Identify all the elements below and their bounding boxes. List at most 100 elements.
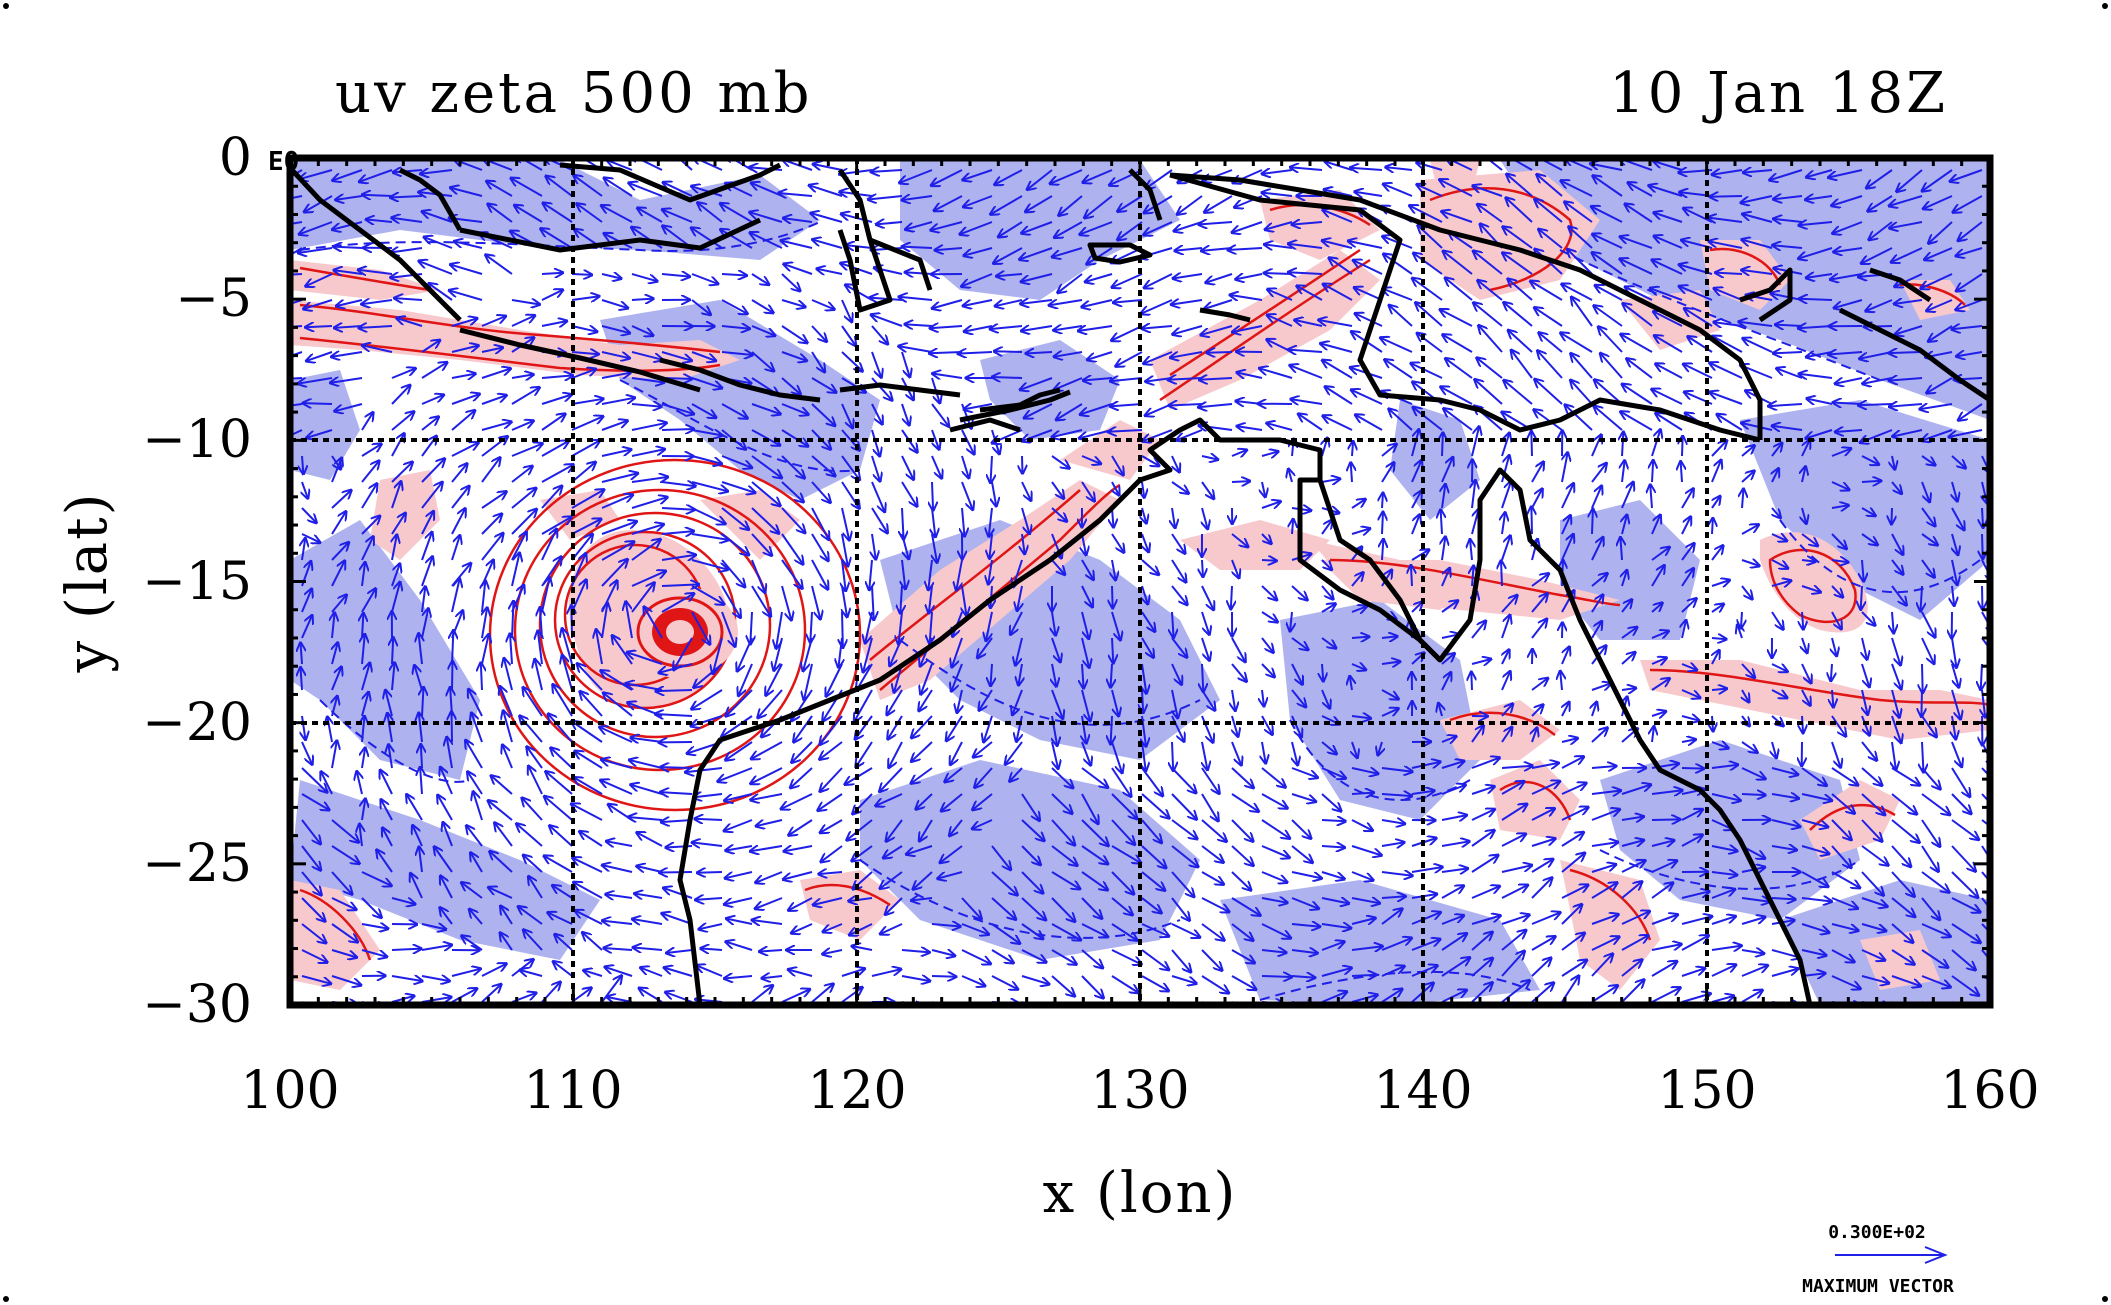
wind-vector xyxy=(721,326,750,329)
wind-vector xyxy=(902,507,904,540)
wind-vector xyxy=(1891,481,1902,494)
wind-vector xyxy=(1594,380,1623,405)
wind-vector xyxy=(751,403,781,414)
x-tick-label: 160 xyxy=(1940,1061,2039,1121)
wind-vector xyxy=(1741,240,1773,249)
wind-vector xyxy=(631,299,654,300)
wind-vector xyxy=(1416,162,1443,171)
wind-vector xyxy=(1020,300,1053,304)
wind-vector xyxy=(1531,158,1563,171)
wind-vector xyxy=(876,222,903,224)
wind-vector xyxy=(421,340,440,353)
wind-vector xyxy=(994,351,1023,352)
corner-dot xyxy=(2102,1296,2108,1302)
wind-vector xyxy=(841,299,852,322)
wind-vector xyxy=(422,211,453,223)
wind-vector xyxy=(1679,286,1713,301)
wind-vector xyxy=(1503,302,1533,327)
wind-vector xyxy=(571,326,597,332)
wind-vector xyxy=(1351,975,1377,976)
wind-vector xyxy=(934,195,963,211)
wind-vector xyxy=(1051,507,1067,522)
wind-vector xyxy=(1440,309,1473,327)
wind-vector xyxy=(691,186,723,197)
wind-vector xyxy=(1417,333,1443,353)
wind-vector xyxy=(1441,457,1453,483)
wind-vector xyxy=(601,398,635,405)
wind-vector xyxy=(1267,289,1293,301)
wind-vector xyxy=(812,239,843,249)
wind-vector xyxy=(1537,351,1563,379)
wind-vector xyxy=(391,462,413,483)
wind-vector xyxy=(361,412,373,431)
wind-vector xyxy=(1709,363,1743,379)
wind-vector xyxy=(421,511,434,535)
wind-vector xyxy=(1079,221,1113,235)
wind-vector xyxy=(1353,260,1383,275)
wind-vector xyxy=(1380,338,1413,353)
wind-vector xyxy=(391,949,422,950)
wind-vector xyxy=(1772,507,1781,518)
wind-vector xyxy=(1625,204,1653,223)
wind-vector xyxy=(1534,199,1563,223)
wind-vector xyxy=(655,690,693,691)
wind-vector xyxy=(1921,455,1935,465)
wind-vector xyxy=(1565,405,1593,431)
wind-vector xyxy=(1799,374,1833,378)
wind-vector xyxy=(1561,452,1568,483)
wind-vector xyxy=(811,403,835,426)
wind-vector xyxy=(998,221,1023,237)
wind-vector xyxy=(1292,222,1323,225)
wind-vector xyxy=(1232,221,1263,233)
wind-vector xyxy=(631,351,663,360)
wind-vector xyxy=(1712,496,1720,509)
wind-vector xyxy=(964,247,993,256)
wind-vector xyxy=(451,508,465,535)
wind-vector xyxy=(481,663,482,691)
wind-vector xyxy=(1322,663,1323,682)
wind-vector xyxy=(1511,350,1533,379)
wind-vector xyxy=(359,169,393,182)
wind-vector xyxy=(871,481,885,512)
wind-vector xyxy=(841,377,866,393)
wind-vector xyxy=(781,299,806,307)
wind-vector xyxy=(1231,481,1250,482)
wind-vector xyxy=(571,462,596,483)
wind-vector xyxy=(1648,185,1683,197)
wind-vector xyxy=(1802,466,1806,483)
wind-vector xyxy=(302,481,308,499)
wind-vector xyxy=(1531,462,1544,483)
wind-vector xyxy=(303,299,333,309)
wind-vector xyxy=(511,300,540,305)
wind-vector xyxy=(783,218,813,222)
wind-vector xyxy=(1084,195,1113,218)
wind-vector xyxy=(817,269,843,274)
wind-vector xyxy=(932,481,933,511)
wind-vector xyxy=(1322,210,1353,223)
wind-vector xyxy=(628,183,663,197)
wind-vector xyxy=(1956,247,1983,256)
wind-vector xyxy=(1052,247,1083,257)
wind-vector xyxy=(778,193,813,196)
y-tick-label: −20 xyxy=(142,693,252,753)
wind-vector xyxy=(1206,352,1233,353)
wind-vector xyxy=(1144,273,1173,288)
wind-vector xyxy=(1267,315,1293,327)
wind-vector xyxy=(992,377,1023,378)
y-tick-label: 0 xyxy=(219,128,252,188)
wind-vector xyxy=(1950,169,1983,182)
wind-vector xyxy=(1172,325,1203,334)
wind-vector xyxy=(1865,299,1893,311)
wind-vector xyxy=(366,219,393,222)
wind-vector xyxy=(299,169,333,179)
wind-vector xyxy=(781,507,805,533)
wind-vector xyxy=(1628,183,1653,197)
y-tick-label: −5 xyxy=(175,269,252,329)
wind-vector xyxy=(1560,333,1593,353)
wind-vector xyxy=(1861,455,1879,465)
wind-vector xyxy=(1798,247,1833,259)
wind-vector xyxy=(1714,288,1743,301)
wind-vector xyxy=(1681,461,1682,483)
wind-vector xyxy=(1262,193,1293,196)
wind-vector xyxy=(1534,410,1563,431)
